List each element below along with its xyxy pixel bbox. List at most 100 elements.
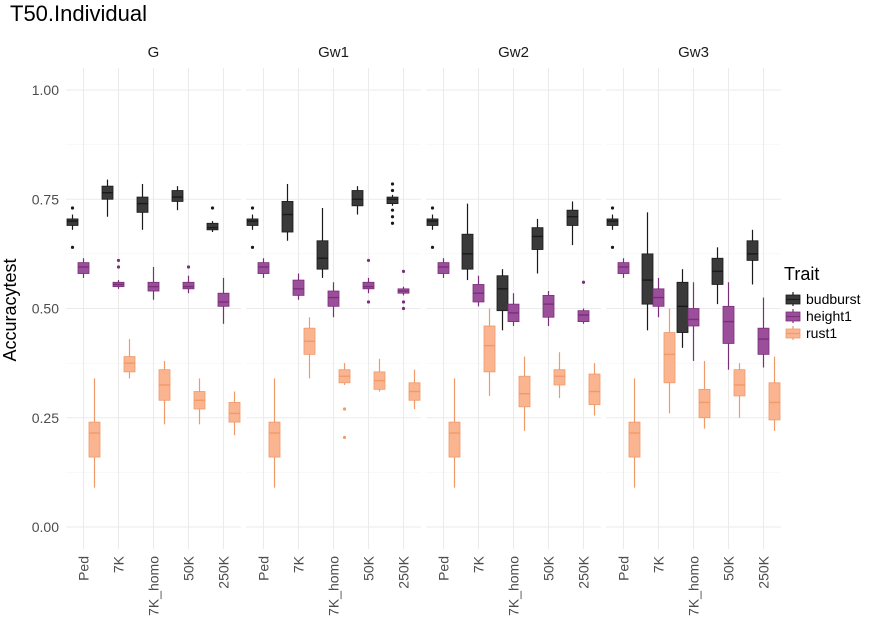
box-budburst — [136, 183, 149, 230]
box-body — [553, 369, 566, 386]
box-budburst — [386, 182, 399, 225]
box-height1 — [362, 258, 375, 304]
box-height1 — [437, 258, 450, 278]
box-outlier — [401, 306, 406, 311]
box-body — [641, 253, 654, 305]
box-body — [362, 281, 375, 290]
x-tick-label: 7K_homo — [506, 556, 522, 616]
box-outlier — [210, 206, 215, 210]
box-body — [722, 305, 735, 344]
x-tick-label: Ped — [76, 556, 92, 581]
box-body — [733, 369, 746, 397]
facet-panel-g: G Ped 7K 7K_homo 50K 250K — [66, 44, 241, 616]
box-body — [588, 373, 601, 406]
box-body — [698, 388, 711, 419]
y-tick-label: 0.00 — [32, 519, 59, 535]
box-outlier — [70, 206, 75, 210]
box-outlier — [610, 245, 615, 249]
box-height1 — [182, 265, 195, 294]
box-budburst — [206, 206, 219, 233]
box-body — [577, 310, 590, 323]
box-outlier — [390, 182, 395, 186]
box-budburst — [101, 179, 114, 217]
x-tick-label: Ped — [436, 556, 452, 581]
x-tick-label: 250K — [216, 555, 232, 588]
box-body — [606, 218, 619, 226]
box-body — [66, 218, 79, 226]
box-budburst — [461, 203, 474, 281]
box-budburst — [641, 212, 654, 331]
box-body — [628, 421, 641, 458]
box-rust1 — [373, 358, 386, 392]
box-budburst — [171, 186, 184, 211]
box-body — [246, 218, 259, 226]
box-body — [257, 262, 270, 274]
box-body — [426, 218, 439, 226]
box-rust1 — [123, 339, 136, 379]
box-body — [281, 201, 294, 233]
box-body — [351, 190, 364, 207]
x-tick-label: 250K — [576, 555, 592, 588]
box-outlier — [430, 206, 435, 210]
box-budburst — [746, 229, 759, 285]
box-height1 — [757, 297, 770, 368]
facet-strip-label: G — [148, 44, 160, 61]
box-body — [228, 402, 241, 423]
box-height1 — [397, 269, 410, 311]
legend-item-height1: height1 — [785, 308, 852, 324]
box-height1 — [77, 258, 90, 278]
legend-item-budburst: budburst — [785, 291, 861, 307]
box-outlier — [342, 407, 347, 411]
x-tick-label: Ped — [616, 556, 632, 581]
facet-strip-label: Gw1 — [318, 44, 349, 61]
box-outlier — [186, 265, 191, 269]
box-outlier — [401, 300, 406, 304]
box-outlier — [401, 269, 406, 273]
box-height1 — [617, 258, 630, 278]
box-rust1 — [483, 308, 496, 396]
box-body — [566, 209, 579, 226]
box-height1 — [577, 280, 590, 324]
box-body — [483, 325, 496, 373]
box-body — [617, 262, 630, 274]
facet-panel-gw3: Gw3 Ped 7K 7K_homo 50K 250K — [606, 44, 781, 616]
box-outlier — [390, 208, 395, 212]
x-tick-label: 7K — [291, 555, 307, 573]
x-tick-label: 50K — [181, 555, 197, 581]
x-tick-label: 50K — [361, 555, 377, 581]
box-body — [746, 240, 759, 261]
box-rust1 — [733, 363, 746, 418]
box-budburst — [316, 207, 329, 278]
x-tick-label: 7K_homo — [146, 556, 162, 616]
box-body — [542, 294, 555, 318]
box-budburst — [711, 247, 724, 305]
box-outlier — [366, 300, 371, 304]
box-outlier — [366, 258, 371, 263]
box-body — [217, 292, 230, 307]
box-body — [327, 290, 340, 307]
box-height1 — [472, 275, 485, 307]
box-body — [123, 356, 136, 373]
box-outlier — [390, 215, 395, 219]
legend-label: rust1 — [806, 325, 837, 341]
box-body — [292, 279, 305, 296]
x-tick-label: 50K — [541, 555, 557, 581]
x-tick-label: 7K — [111, 555, 127, 573]
box-outlier — [70, 245, 75, 249]
box-budburst — [496, 269, 509, 331]
legend-label: height1 — [806, 308, 852, 324]
box-rust1 — [628, 378, 641, 488]
box-height1 — [147, 266, 160, 300]
box-body — [316, 240, 329, 270]
y-tick-label: 0.25 — [32, 410, 59, 426]
box-outlier — [610, 206, 615, 210]
box-rust1 — [268, 378, 281, 488]
box-body — [136, 196, 149, 213]
y-tick-label: 0.50 — [32, 301, 59, 317]
box-body — [206, 222, 219, 231]
facet-strip-label: Gw2 — [498, 44, 529, 61]
y-axis: 0.00 0.25 0.50 0.75 1.00 — [32, 82, 59, 535]
box-budburst — [676, 269, 689, 348]
legend-label: budburst — [806, 291, 861, 307]
